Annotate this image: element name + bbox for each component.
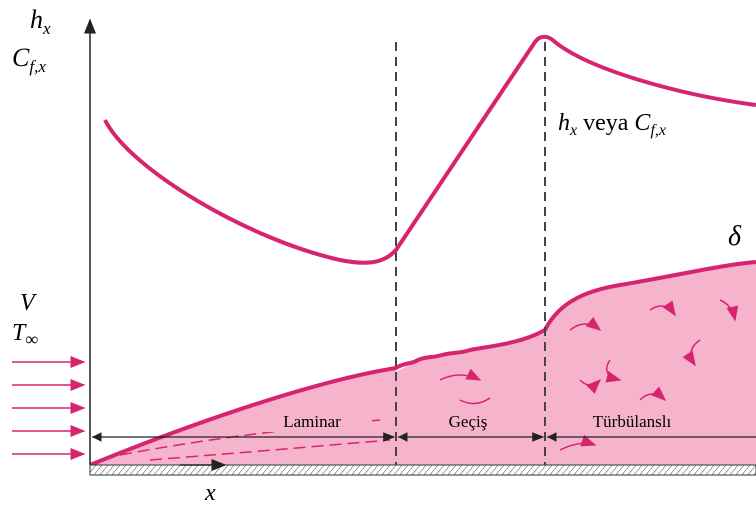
boundary-layer-diagram: Laminar Geçiş Türbülanslı hx Cf,x hxveya… [0, 0, 756, 506]
velocity-label: V [20, 290, 37, 316]
y-axis-label: Cf,x [12, 43, 46, 76]
region-label: Türbülanslı [593, 412, 672, 431]
subscript: x [569, 122, 577, 139]
x-axis-label: x [204, 480, 216, 506]
symbol: C [12, 43, 30, 72]
region-label: Geçiş [449, 412, 488, 431]
boundary-layer-label: δ [728, 221, 742, 252]
y-axis-label: hx [30, 5, 51, 38]
plate [90, 465, 756, 475]
symbol: C [634, 110, 651, 136]
subscript: x [42, 19, 51, 38]
word: veya [583, 110, 629, 136]
flow-arrows [12, 362, 84, 454]
subscript: f,x [29, 57, 46, 76]
symbol: h [558, 110, 570, 136]
temperature-label: T∞ [12, 320, 38, 349]
subscript: f,x [650, 122, 666, 139]
boundary-layer [90, 262, 756, 465]
symbol: h [30, 5, 43, 34]
subscript: ∞ [25, 329, 38, 349]
hx-cf-curve [105, 37, 756, 263]
region-label: Laminar [283, 412, 341, 431]
